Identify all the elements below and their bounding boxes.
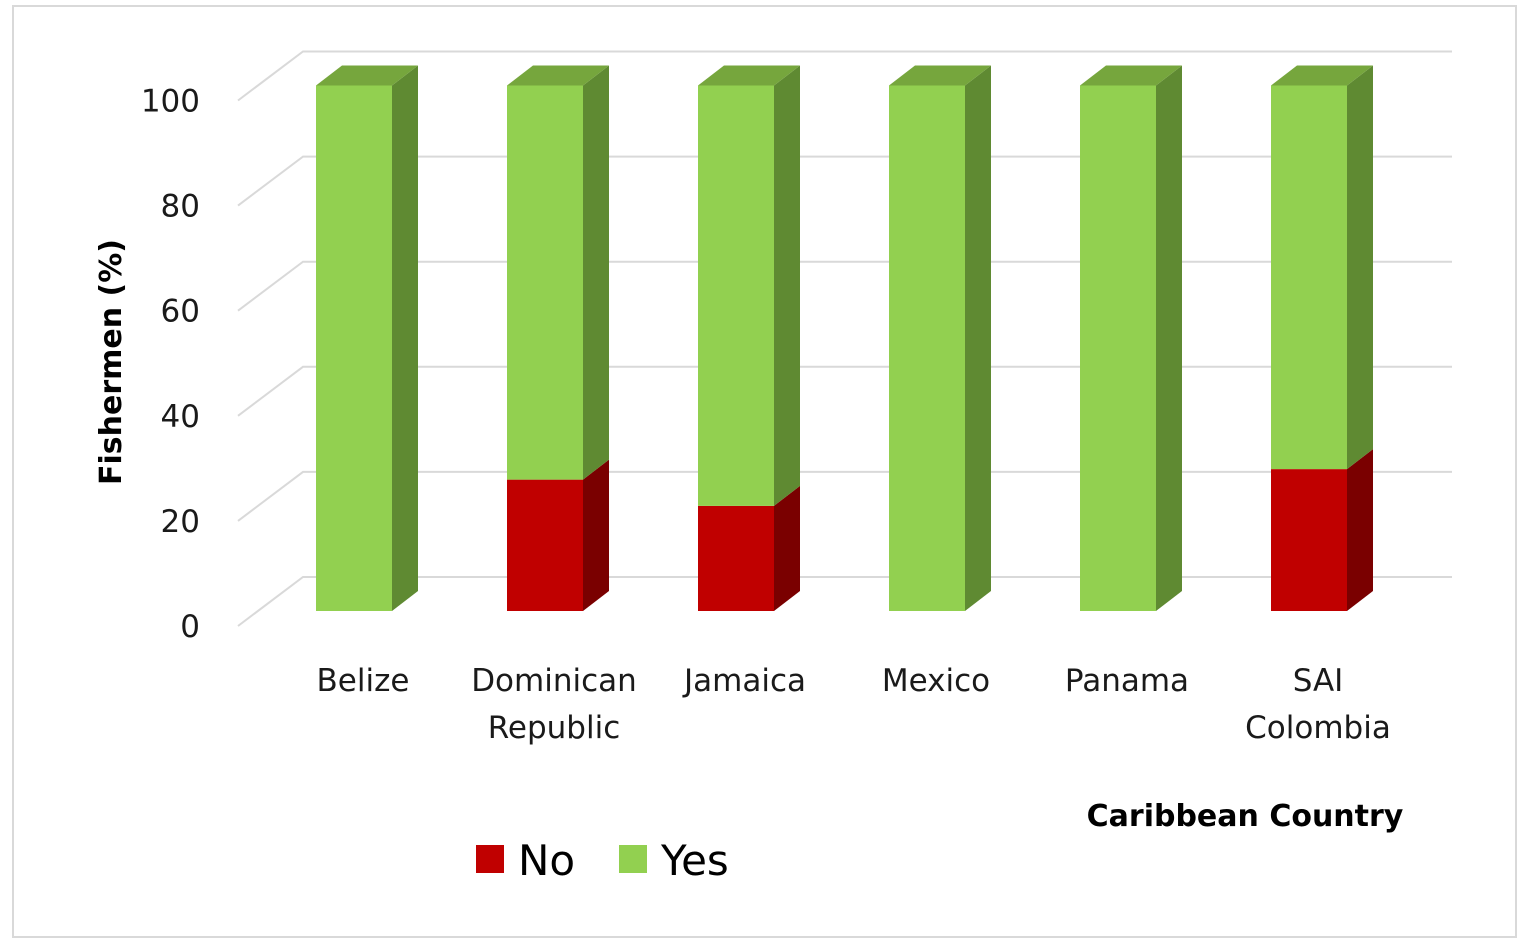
x-category-label: SAI Colombia: [1245, 663, 1391, 746]
gridline: [237, 470, 1452, 522]
y-tick-label: 60: [161, 294, 200, 330]
bar-front: [1080, 85, 1156, 611]
bar-top: [1271, 65, 1373, 86]
bar-front: [316, 85, 392, 611]
y-tick-label: 40: [161, 399, 200, 435]
bar-front: [507, 479, 583, 611]
bar-front: [889, 85, 965, 611]
gridline: [237, 155, 1452, 207]
x-axis-categories: Belize Dominican Republic Jamaica Mexico Pana…: [317, 663, 1391, 746]
legend-label: Yes: [660, 836, 729, 885]
bar-side: [774, 485, 800, 611]
legend-item-yes: Yes: [619, 836, 729, 885]
bar-front: [698, 85, 774, 506]
bar-segment-yes: [1080, 65, 1182, 611]
y-tick-label: 80: [161, 189, 200, 225]
gridline: [237, 576, 1452, 627]
y-axis-title: Fishermen (%): [94, 239, 129, 485]
y-axis-ticks: 0 20 40 60 80 100: [141, 84, 200, 646]
bar-segment-yes: [316, 65, 418, 611]
bar-side: [965, 65, 991, 611]
x-axis-title: Caribbean Country: [1087, 799, 1404, 834]
bars: [316, 65, 1373, 611]
bar-side: [1156, 65, 1182, 611]
y-tick-label: 100: [141, 84, 200, 120]
gridline: [237, 260, 1452, 312]
bar-top: [698, 65, 800, 86]
x-category-label: Mexico: [882, 663, 990, 699]
legend-label: No: [518, 836, 575, 885]
x-category-label: Dominican Republic: [471, 663, 637, 746]
x-category-label: Panama: [1065, 663, 1189, 699]
bar-segment-yes: [1271, 65, 1373, 470]
bar-segment-yes: [507, 65, 609, 480]
legend-swatch: [619, 845, 647, 873]
bar-segment-yes: [698, 65, 800, 506]
gridlines: [237, 50, 1452, 627]
bar-segment-no: [507, 459, 609, 611]
x-category-label: Jamaica: [682, 663, 806, 699]
bar-side: [1347, 65, 1373, 470]
legend: No Yes: [476, 836, 729, 885]
bar-segment-no: [698, 485, 800, 611]
bar-top: [316, 65, 418, 86]
gridline: [237, 50, 1452, 102]
bar-top: [507, 65, 609, 86]
y-tick-label: 0: [180, 609, 200, 645]
bar-front: [1271, 469, 1347, 611]
bar-side: [583, 459, 609, 611]
legend-item-no: No: [476, 836, 575, 885]
bar-side: [583, 65, 609, 480]
bar-front: [1271, 85, 1347, 470]
bar-top: [889, 65, 991, 86]
bar-front: [507, 85, 583, 480]
bar-side: [392, 65, 418, 611]
x-category-label: Belize: [317, 663, 410, 699]
bar-top: [1080, 65, 1182, 86]
y-tick-label: 20: [161, 504, 200, 540]
bar-front: [698, 505, 774, 611]
gridline: [237, 365, 1452, 417]
bar-segment-yes: [889, 65, 991, 611]
legend-swatch: [476, 845, 504, 873]
bar-segment-no: [1271, 449, 1373, 611]
bar-side: [774, 65, 800, 506]
bar-side: [1347, 449, 1373, 611]
